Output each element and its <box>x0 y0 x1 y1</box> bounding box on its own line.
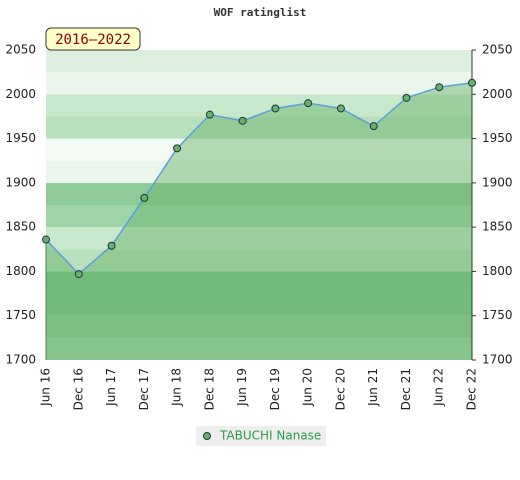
x-tick-label: Dec 16 <box>71 368 85 410</box>
legend-marker <box>203 432 211 440</box>
band <box>46 227 472 250</box>
x-tick-label: Dec 17 <box>137 368 151 410</box>
point <box>107 241 116 250</box>
point <box>369 122 378 131</box>
x-tick-label: Jun 21 <box>366 368 380 407</box>
y-tick-label: 1750 <box>5 308 36 322</box>
x-tick-label: Jun 19 <box>235 368 249 407</box>
band <box>46 293 472 316</box>
y-tick-label: 1850 <box>5 220 36 234</box>
band <box>46 182 472 205</box>
y-tick-label-right: 1800 <box>482 264 513 278</box>
y-tick-label: 1800 <box>5 264 36 278</box>
x-tick-label: Jun 17 <box>104 368 118 407</box>
band <box>46 72 472 95</box>
annotation-box <box>45 27 141 51</box>
band <box>46 94 472 117</box>
x-tick-label: Jun 22 <box>432 368 446 407</box>
x-tick-label: Dec 20 <box>333 368 347 410</box>
y-tick-label-right: 2000 <box>482 87 513 101</box>
point <box>173 144 182 153</box>
y-tick-label-right: 2050 <box>482 43 513 57</box>
band <box>46 205 472 228</box>
y-tick-label: 1950 <box>5 131 36 145</box>
point <box>205 110 214 119</box>
x-tick-label: Dec 22 <box>465 368 479 410</box>
y-tick-label-right: 1850 <box>482 220 513 234</box>
point <box>402 93 411 102</box>
point <box>435 83 444 92</box>
x-tick-label: Jun 20 <box>301 368 315 407</box>
chart-title: WOF ratinglist <box>214 6 307 19</box>
y-tick-label: 2050 <box>5 43 36 57</box>
x-tick-label: Dec 18 <box>202 368 216 410</box>
point <box>238 116 247 125</box>
band <box>46 50 472 73</box>
y-tick-label: 1900 <box>5 175 36 189</box>
point <box>74 270 83 279</box>
y-tick-label-right: 1700 <box>482 353 513 367</box>
annotation: 2016–2022 <box>55 32 131 48</box>
band <box>46 337 472 360</box>
y-tick-label: 2000 <box>5 87 36 101</box>
band <box>46 138 472 161</box>
point <box>140 193 149 202</box>
x-tick-label: Jun 16 <box>39 368 53 407</box>
area <box>46 82 472 361</box>
y-tick-label-right: 1900 <box>482 175 513 189</box>
band <box>46 315 472 338</box>
point <box>468 78 476 87</box>
x-tick-label: Jun 18 <box>170 368 184 407</box>
band <box>46 271 472 294</box>
band <box>46 249 472 272</box>
band <box>46 160 472 183</box>
x-tick-label: Dec 21 <box>399 368 413 410</box>
legend-label: TABUCHI Nanase <box>219 429 321 443</box>
point <box>304 99 313 108</box>
x-tick-label: Dec 19 <box>268 368 282 410</box>
legend <box>196 426 326 446</box>
y-tick-label-right: 1950 <box>482 131 513 145</box>
y-tick-label-right: 1750 <box>482 308 513 322</box>
point <box>336 104 345 113</box>
line <box>45 82 473 276</box>
y-tick-label: 1700 <box>5 353 36 367</box>
point <box>271 104 280 113</box>
point <box>42 235 50 244</box>
